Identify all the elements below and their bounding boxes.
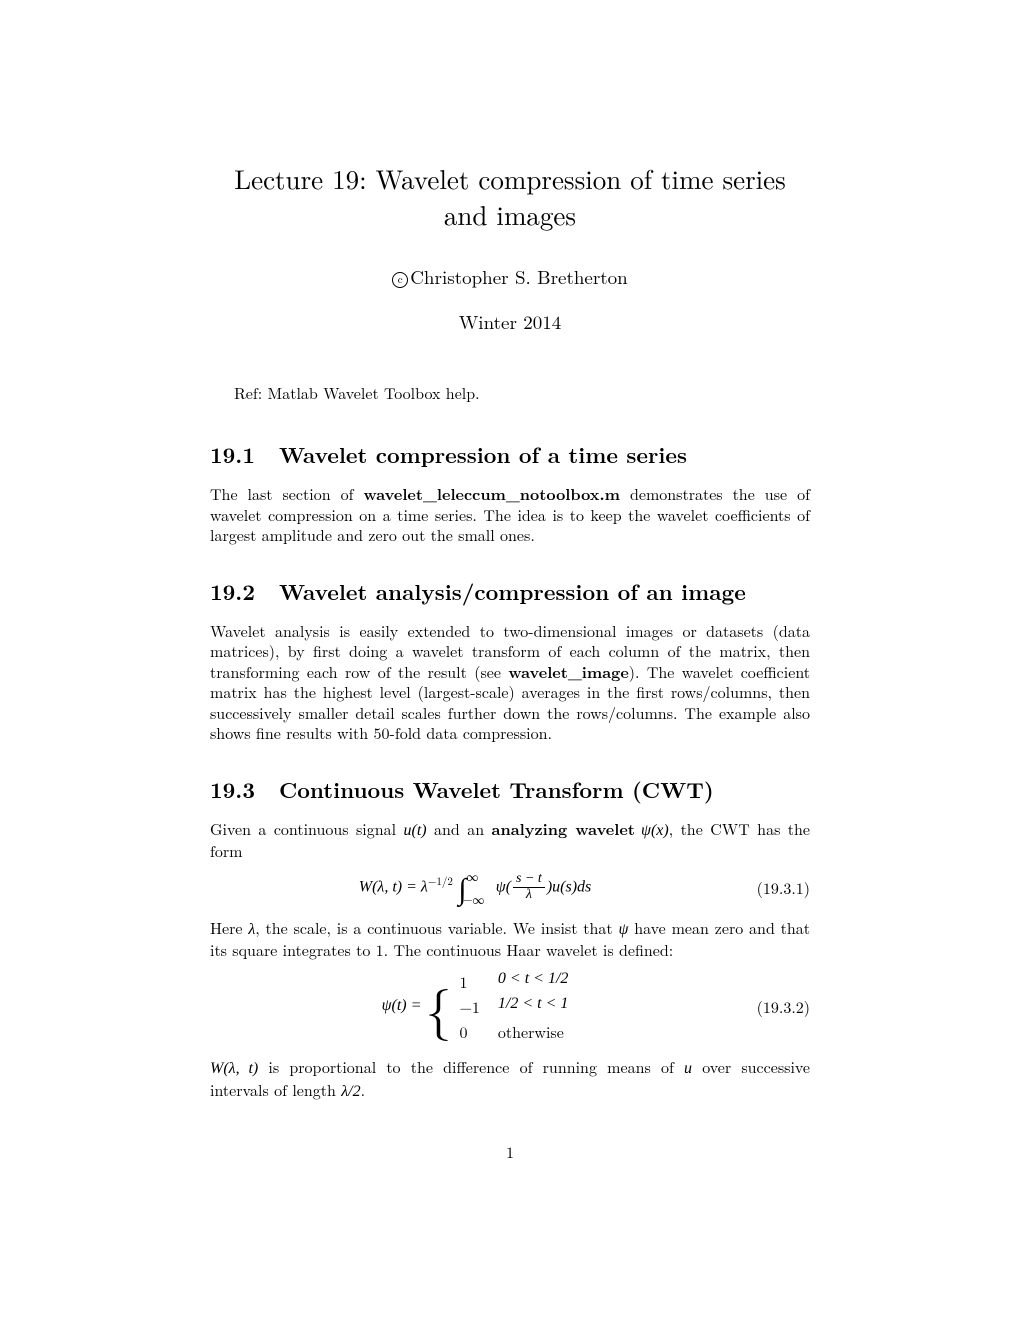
- math-inline: u(t): [404, 822, 427, 839]
- text: .: [361, 1078, 365, 1101]
- equation-19-3-2: ψ(t) = { 1 0 < t < 1/2 −1 1/2 < t < 1 0 …: [210, 970, 810, 1043]
- section-title: Wavelet analysis/compression of an image: [279, 576, 746, 607]
- sec1-paragraph: The last section of wavelet_leleccum_not…: [210, 484, 810, 545]
- sec3-paragraph-2: Here λ, the scale, is a continuous varia…: [210, 918, 810, 961]
- left-brace-icon: {: [425, 985, 451, 1029]
- section-heading-19-2: 19.2 Wavelet analysis/compression of an i…: [210, 576, 810, 607]
- fraction: s − tλ: [513, 872, 545, 902]
- text: Here: [210, 916, 248, 939]
- int-upper-limit: ∞: [466, 868, 478, 885]
- equation-19-3-1: W(λ, t) = λ−1/2 ∫ ∞ −∞ ψ(s − tλ)u(s)ds (…: [210, 872, 810, 904]
- author-line: cChristopher S. Bretherton: [210, 263, 810, 290]
- equation-body: W(λ, t) = λ−1/2 ∫ ∞ −∞ ψ(s − tλ)u(s)ds: [210, 872, 740, 904]
- section-heading-19-3: 19.3 Continuous Wavelet Transform (CWT): [210, 774, 810, 805]
- case-condition: otherwise: [498, 1020, 568, 1043]
- frac-numerator: s − t: [513, 872, 545, 888]
- term-bold: analyzing wavelet: [492, 817, 635, 840]
- cases-grid: 1 0 < t < 1/2 −1 1/2 < t < 1 0 otherwise: [459, 970, 568, 1043]
- document-title: Lecture 19: Wavelet compression of time …: [210, 160, 810, 233]
- page-number: 1: [210, 1140, 810, 1163]
- case-value: 0: [459, 1020, 479, 1043]
- case-condition: 1/2 < t < 1: [498, 995, 568, 1018]
- text: Given a continuous signal: [210, 817, 404, 840]
- math-inline: u: [684, 1060, 692, 1077]
- case-value: −1: [459, 995, 479, 1018]
- sec3-paragraph-1: Given a continuous signal u(t) and an an…: [210, 819, 810, 862]
- copyright-icon: c: [392, 272, 408, 288]
- title-line-2: and images: [444, 195, 576, 233]
- integral-symbol: ∫ ∞ −∞: [458, 872, 466, 904]
- author-name: Christopher S. Bretherton: [410, 263, 628, 290]
- int-lower-limit: −∞: [463, 891, 484, 908]
- equation-label: (19.3.1): [740, 876, 810, 899]
- text: is proportional to the difference of run…: [258, 1055, 684, 1078]
- math-inline: W(λ, t): [210, 1060, 258, 1077]
- section-heading-19-1: 19.1 Wavelet compression of a time series: [210, 439, 810, 470]
- math-inline: ψ: [618, 921, 628, 938]
- section-number: 19.2: [210, 576, 255, 607]
- eq-tail: )u(s)ds: [547, 878, 591, 895]
- sec2-paragraph: Wavelet analysis is easily extended to t…: [210, 621, 810, 744]
- piecewise-cases: { 1 0 < t < 1/2 −1 1/2 < t < 1 0 otherwi…: [425, 970, 568, 1043]
- text: , the scale, is a continuous variable. W…: [255, 916, 618, 939]
- math-inline: ψ(x): [635, 822, 669, 839]
- eq-psi: ψ(: [496, 878, 511, 895]
- title-line-1: Lecture 19: Wavelet compression of time …: [234, 159, 786, 197]
- text: and an: [427, 817, 492, 840]
- section-number: 19.1: [210, 439, 255, 470]
- math-inline: λ/2: [341, 1083, 360, 1100]
- page-container: Lecture 19: Wavelet compression of time …: [0, 0, 1020, 1223]
- eq-exponent: −1/2: [428, 874, 453, 889]
- frac-denominator: λ: [513, 888, 545, 903]
- reference-line: Ref: Matlab Wavelet Toolbox help.: [210, 383, 810, 403]
- eq-lhs: ψ(t) =: [382, 997, 426, 1014]
- case-condition: 0 < t < 1/2: [498, 970, 568, 993]
- section-title: Continuous Wavelet Transform (CWT): [279, 774, 714, 805]
- section-number: 19.3: [210, 774, 255, 805]
- case-value: 1: [459, 970, 479, 993]
- section-title: Wavelet compression of a time series: [279, 439, 687, 470]
- sec3-paragraph-3: W(λ, t) is proportional to the differenc…: [210, 1057, 810, 1102]
- equation-label: (19.3.2): [740, 995, 810, 1018]
- date-line: Winter 2014: [210, 308, 810, 335]
- eq-lhs: W(λ, t) = λ: [359, 878, 428, 895]
- equation-body: ψ(t) = { 1 0 < t < 1/2 −1 1/2 < t < 1 0 …: [210, 970, 740, 1043]
